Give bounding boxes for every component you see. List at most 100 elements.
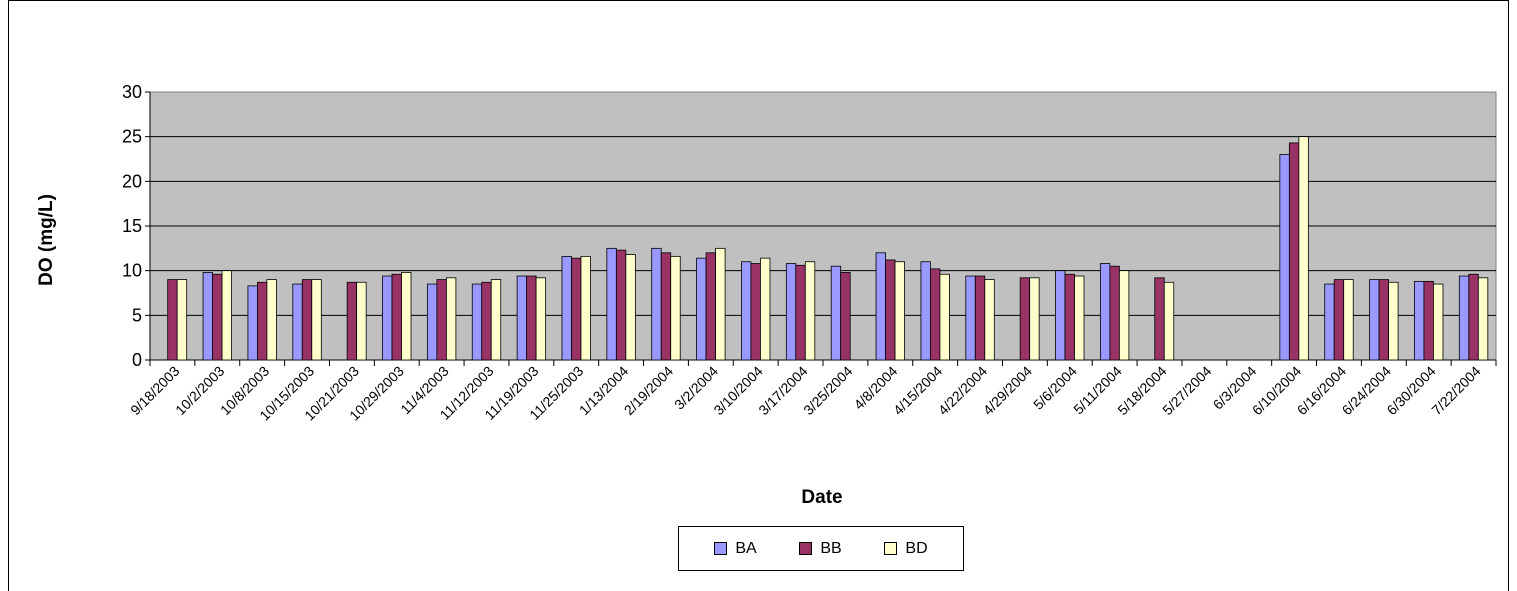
- bar-ba: [1369, 279, 1380, 361]
- bar-bb: [930, 268, 941, 361]
- y-axis-ticks: 0 5 10 15 20 25 30: [122, 82, 150, 370]
- bar-bb: [346, 281, 358, 361]
- legend-swatch-2: [884, 542, 898, 555]
- bar-bd: [760, 257, 771, 361]
- y-tick-label: 30: [122, 82, 142, 102]
- bar-bd: [1074, 275, 1085, 361]
- bar-ba: [696, 257, 707, 361]
- bar-ba: [651, 247, 662, 361]
- bar-bd: [1118, 270, 1130, 361]
- bar-bd: [1298, 136, 1309, 361]
- bar-bd: [715, 247, 726, 361]
- bar-bb: [436, 279, 447, 361]
- bar-bb: [167, 279, 178, 361]
- y-tick-label: 5: [132, 305, 142, 325]
- bar-bd: [1029, 277, 1040, 361]
- bar-bb: [1288, 142, 1300, 361]
- bar-ba: [247, 285, 258, 361]
- bar-bd: [535, 277, 547, 361]
- bar-bb: [1019, 277, 1031, 361]
- x-tick-label: 4/29/2004: [980, 363, 1036, 419]
- chart-frame: [8, 0, 1509, 591]
- bar-bd: [176, 279, 188, 361]
- legend-label-2: BD: [905, 539, 928, 557]
- bar-bb: [1109, 265, 1120, 361]
- legend-label-0: BA: [735, 539, 757, 557]
- bar-bb: [615, 249, 627, 361]
- bar-bb: [391, 273, 402, 361]
- bar-bb: [1064, 273, 1075, 361]
- bar-bb: [1423, 280, 1434, 361]
- bar-bb: [750, 263, 761, 361]
- bars: [167, 136, 1489, 361]
- bar-ba: [1324, 283, 1335, 361]
- bar-bb: [1468, 273, 1479, 361]
- bar-bd: [401, 272, 412, 361]
- y-axis-title: DO (mg/L): [36, 194, 57, 286]
- bar-ba: [965, 275, 976, 361]
- bar-bd: [670, 255, 681, 361]
- bar-bd: [311, 279, 322, 361]
- y-tick-label: 15: [122, 216, 142, 236]
- bar-bd: [266, 279, 277, 361]
- bar-bb: [526, 275, 537, 361]
- bar-bd: [490, 279, 502, 361]
- legend-item-0: BA: [714, 539, 757, 558]
- bar-bd: [1343, 279, 1354, 361]
- bar-ba: [741, 261, 752, 361]
- bar-bb: [795, 264, 806, 361]
- bar-bb: [257, 281, 268, 361]
- bar-bd: [221, 270, 232, 361]
- legend-label-1: BB: [820, 539, 842, 557]
- bar-ba: [606, 247, 617, 361]
- x-tick-label: 3/25/2004: [800, 363, 856, 419]
- bar-ba: [382, 275, 393, 361]
- bar-bb: [301, 279, 313, 361]
- bar-ba: [1099, 263, 1111, 361]
- bar-ba: [471, 283, 483, 361]
- bar-bb: [1333, 279, 1345, 361]
- bar-ba: [561, 255, 572, 361]
- bar-ba: [1414, 280, 1425, 361]
- x-tick-label: 7/22/2004: [1428, 363, 1484, 419]
- bar-bd: [1433, 283, 1444, 361]
- bar-ba: [292, 283, 303, 361]
- bar-ba: [1055, 270, 1066, 361]
- x-tick-label: 2/19/2004: [621, 363, 677, 419]
- bar-bd: [1388, 281, 1399, 361]
- legend-swatch-0: [714, 542, 728, 555]
- bar-ba: [516, 275, 528, 361]
- bar-bb: [1378, 279, 1389, 361]
- legend-item-1: BB: [799, 539, 842, 558]
- bar-ba: [920, 261, 931, 361]
- bar-bd: [625, 254, 636, 361]
- bar-ba: [785, 263, 797, 361]
- bar-bb: [840, 272, 851, 361]
- legend-swatch-1: [799, 542, 813, 555]
- bar-bb: [885, 259, 896, 361]
- bar-ba: [1458, 275, 1470, 361]
- bar-bb: [1154, 277, 1165, 361]
- bar-ba: [875, 252, 886, 361]
- bar-bd: [1163, 281, 1175, 361]
- y-tick-label: 0: [132, 350, 142, 370]
- bar-bd: [939, 273, 950, 361]
- legend-item-2: BD: [884, 539, 928, 558]
- x-axis-ticks: 9/18/200310/2/200310/8/200310/15/200310/…: [127, 360, 1497, 424]
- bar-bd: [445, 277, 457, 361]
- x-tick-label: 5/27/2004: [1159, 363, 1215, 419]
- y-tick-label: 25: [122, 127, 142, 147]
- y-tick-label: 20: [122, 171, 142, 191]
- bar-ba: [830, 265, 842, 361]
- bar-bd: [984, 279, 995, 361]
- y-tick-label: 10: [122, 261, 142, 281]
- bar-bb: [974, 275, 986, 361]
- bar-bd: [804, 261, 816, 361]
- bar-bb: [705, 252, 716, 361]
- bar-ba: [426, 283, 438, 361]
- bar-bd: [356, 281, 367, 361]
- bar-ba: [202, 272, 213, 361]
- bar-bb: [212, 273, 223, 361]
- bar-ba: [1279, 154, 1290, 361]
